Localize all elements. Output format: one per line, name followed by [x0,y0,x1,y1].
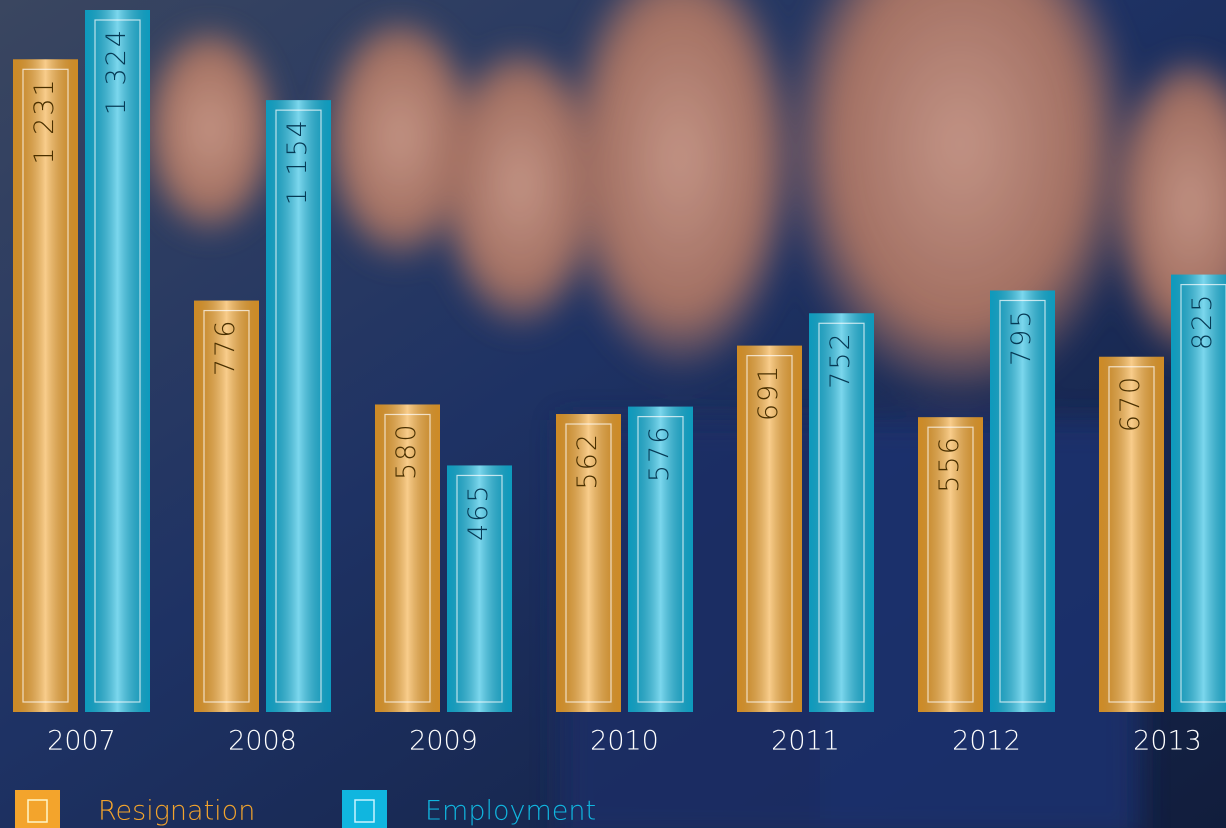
bar-bevel [818,322,865,703]
x-tick-label: 2010 [590,726,659,757]
legend-label: Resignation [98,796,255,827]
value-label: 1 231 [29,77,60,164]
x-tick-label: 2008 [228,726,297,757]
value-label: 776 [210,319,241,377]
bar-shine [809,313,874,712]
plot-area: 1 231 1 324 2007 776 1 154 2008 580 465 2009 562 5… [13,10,1226,757]
bar-bevel [275,109,322,703]
value-label: 1 154 [282,118,313,205]
bar-bevel [22,68,69,703]
bar-shine [375,404,440,712]
value-label: 691 [753,364,784,422]
legend-swatch-inner [354,799,375,823]
bar-shine [85,10,150,712]
x-tick-label: 2011 [771,726,840,757]
value-label: 1 324 [101,28,132,115]
bar-bevel [999,299,1046,703]
bar-bevel [565,423,612,703]
value-label: 465 [463,483,494,541]
value-label: 562 [572,432,603,490]
x-tick-label: 2013 [1133,726,1202,757]
bar-shine [447,465,512,712]
legend: Resignation Employment [15,790,596,828]
bar-bevel [746,355,793,703]
bar-shine [194,300,259,712]
value-label: 580 [391,422,422,480]
bar-bevel [94,19,141,703]
bar-bevel [384,413,431,703]
x-tick-label: 2009 [409,726,478,757]
bar-bevel [456,474,503,703]
bar-shine [556,414,621,712]
bar-shine [13,59,78,712]
bar-shine [990,290,1055,712]
bar-shine [1099,356,1164,712]
value-label: 752 [825,331,856,389]
value-label: 556 [934,435,965,493]
legend-swatch-inner [27,799,48,823]
bar-bevel [203,309,250,703]
x-tick-label: 2007 [47,726,116,757]
value-label: 670 [1115,375,1146,433]
bar-bevel [927,426,974,703]
bar-shine [1171,274,1226,712]
bar-shine [266,100,331,713]
value-label: 795 [1006,308,1037,366]
value-label: 576 [644,425,675,483]
bar-shine [737,345,802,712]
legend-label: Employment [425,796,596,827]
bar-bevel [1108,366,1155,703]
bar-bevel [1180,283,1226,703]
bar-shine [918,417,983,712]
bar-bevel [637,415,684,703]
value-label: 825 [1187,293,1218,351]
x-tick-label: 2012 [952,726,1021,757]
bar-shine [628,406,693,712]
